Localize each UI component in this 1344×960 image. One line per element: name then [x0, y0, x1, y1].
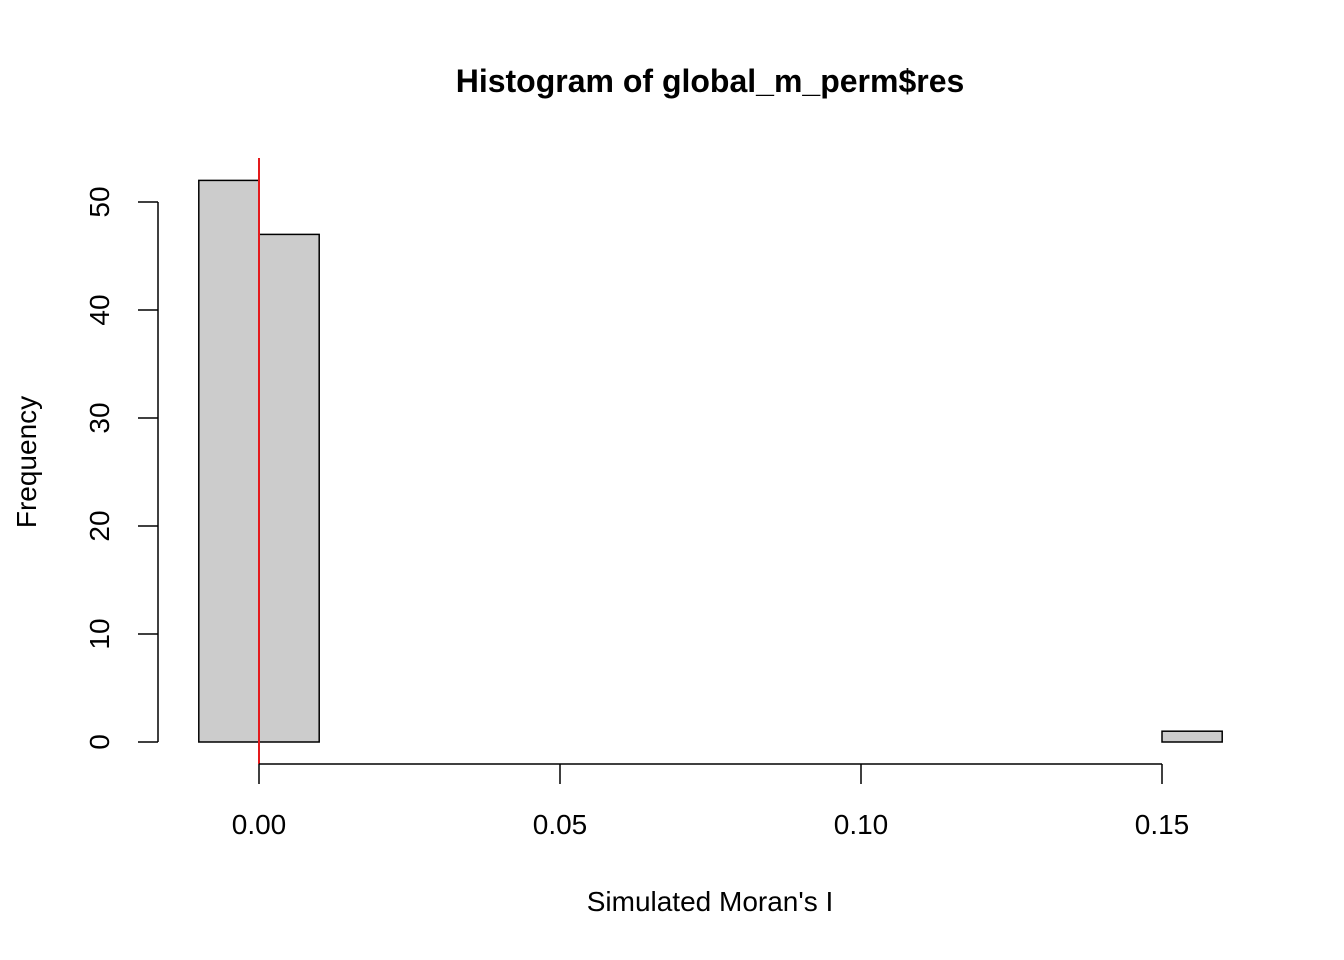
histogram-bar: [1161, 730, 1223, 743]
x-tick-label: 0.15: [1135, 809, 1190, 840]
histogram-bar: [198, 179, 260, 743]
y-tick-label: 0: [84, 734, 115, 750]
y-tick-label: 40: [84, 294, 115, 325]
y-tick-label: 50: [84, 186, 115, 217]
y-tick-label: 30: [84, 402, 115, 433]
y-axis-label: Frequency: [11, 396, 42, 528]
bars-group: [198, 179, 1223, 743]
x-tick-label: 0.10: [834, 809, 889, 840]
histogram-bar: [258, 233, 320, 743]
y-tick-label: 10: [84, 618, 115, 649]
y-tick-label: 20: [84, 510, 115, 541]
x-tick-label: 0.00: [232, 809, 287, 840]
y-axis: 0 10 20 30 40 50: [84, 186, 159, 750]
x-tick-label: 0.05: [533, 809, 588, 840]
chart-title: Histogram of global_m_perm$res: [456, 63, 965, 99]
x-axis: 0.00 0.05 0.10 0.15: [232, 763, 1190, 840]
x-axis-label: Simulated Moran's I: [587, 886, 834, 917]
